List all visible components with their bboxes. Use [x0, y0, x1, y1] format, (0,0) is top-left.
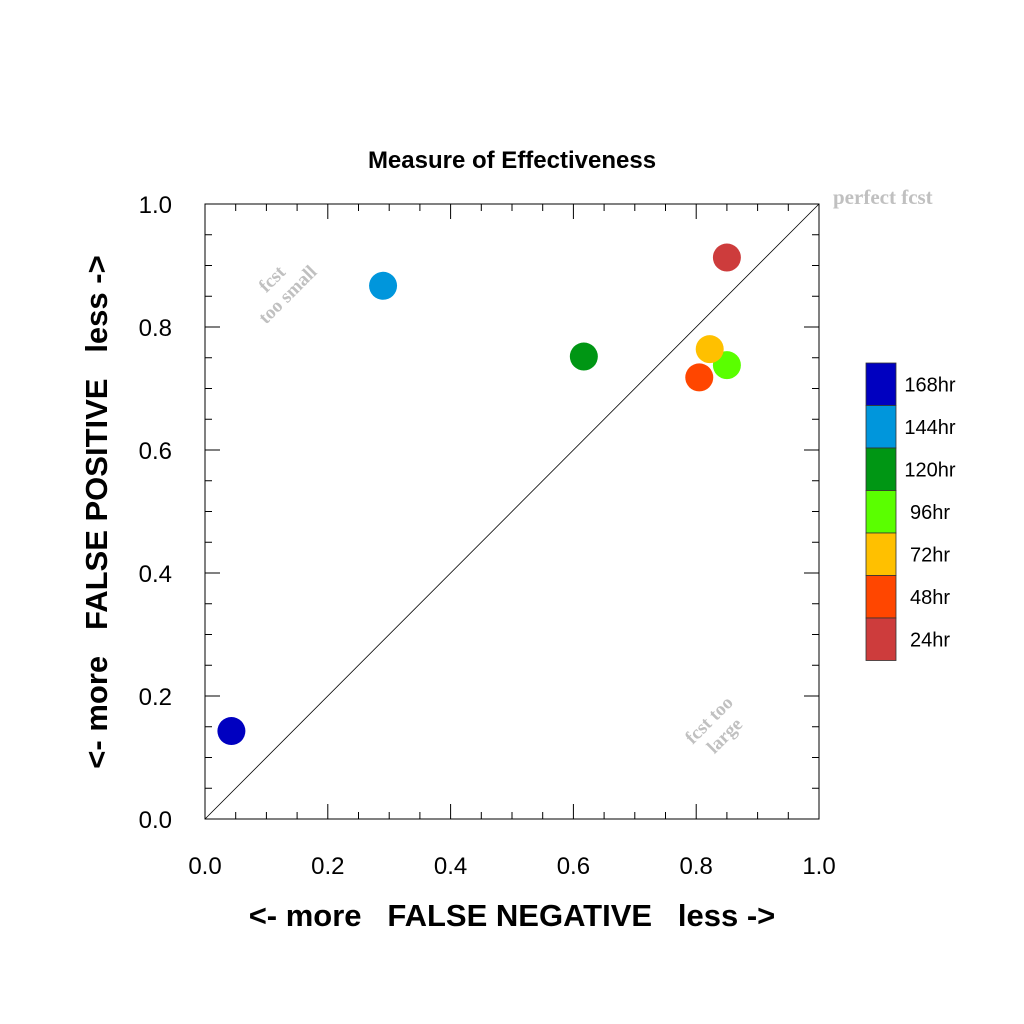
y-tick-label: 0.0: [139, 807, 172, 834]
point-72hr: [695, 335, 724, 364]
y-tick-label: 1.0: [139, 192, 172, 219]
legend-swatch-48hr: [865, 575, 897, 619]
point-168hr: [217, 717, 246, 746]
chart-title: Measure of Effectiveness: [368, 147, 656, 174]
x-tick-label: 1.0: [802, 853, 835, 880]
point-24hr: [712, 243, 741, 272]
x-tick-label: 0.4: [434, 853, 467, 880]
point-144hr: [369, 271, 398, 300]
legend-swatch-24hr: [865, 617, 897, 661]
perfect-forecast-line: [204, 203, 820, 820]
legend-label-120hr: 120hr: [904, 459, 955, 481]
annotation-perfect-fcst: perfect fcst: [833, 185, 933, 209]
y-axis-label: <- more FALSE POSITIVE less ->: [79, 255, 114, 768]
point-48hr: [685, 363, 714, 392]
x-tick-label: 0.0: [188, 853, 221, 880]
x-axis-label: <- more FALSE NEGATIVE less ->: [249, 898, 776, 933]
y-tick-label: 0.8: [139, 315, 172, 342]
legend-label-48hr: 48hr: [910, 587, 950, 609]
y-tick-label: 0.6: [139, 438, 172, 465]
x-tick-label: 0.2: [311, 853, 344, 880]
legend-label-24hr: 24hr: [910, 629, 950, 651]
legend-label-96hr: 96hr: [910, 502, 950, 524]
legend: 168hr 144hr 120hr 96hr 72hr 48hr 24hr: [865, 362, 956, 661]
y-tick-label: 0.2: [139, 684, 172, 711]
legend-swatch-96hr: [865, 490, 897, 534]
x-tick-label: 0.8: [680, 853, 713, 880]
legend-swatch-120hr: [865, 447, 897, 491]
y-tick-label: 0.4: [139, 561, 172, 588]
legend-swatch-168hr: [865, 362, 897, 406]
x-tick-label: 0.6: [557, 853, 590, 880]
annotation-fcst-too-small: fcst too small: [255, 261, 322, 328]
legend-swatch-144hr: [865, 405, 897, 449]
legend-label-72hr: 72hr: [910, 544, 950, 566]
legend-label-168hr: 168hr: [904, 374, 955, 396]
legend-swatch-72hr: [865, 532, 897, 576]
annotation-fcst-too-large: fcst too large: [681, 692, 747, 758]
plot-area: 0.0 0.2 0.4 0.6 0.8 1.0 0.0 0.2 0.4 0.6 0.8 1.0: [139, 192, 836, 880]
legend-label-144hr: 144hr: [904, 417, 955, 439]
point-120hr: [569, 342, 598, 371]
